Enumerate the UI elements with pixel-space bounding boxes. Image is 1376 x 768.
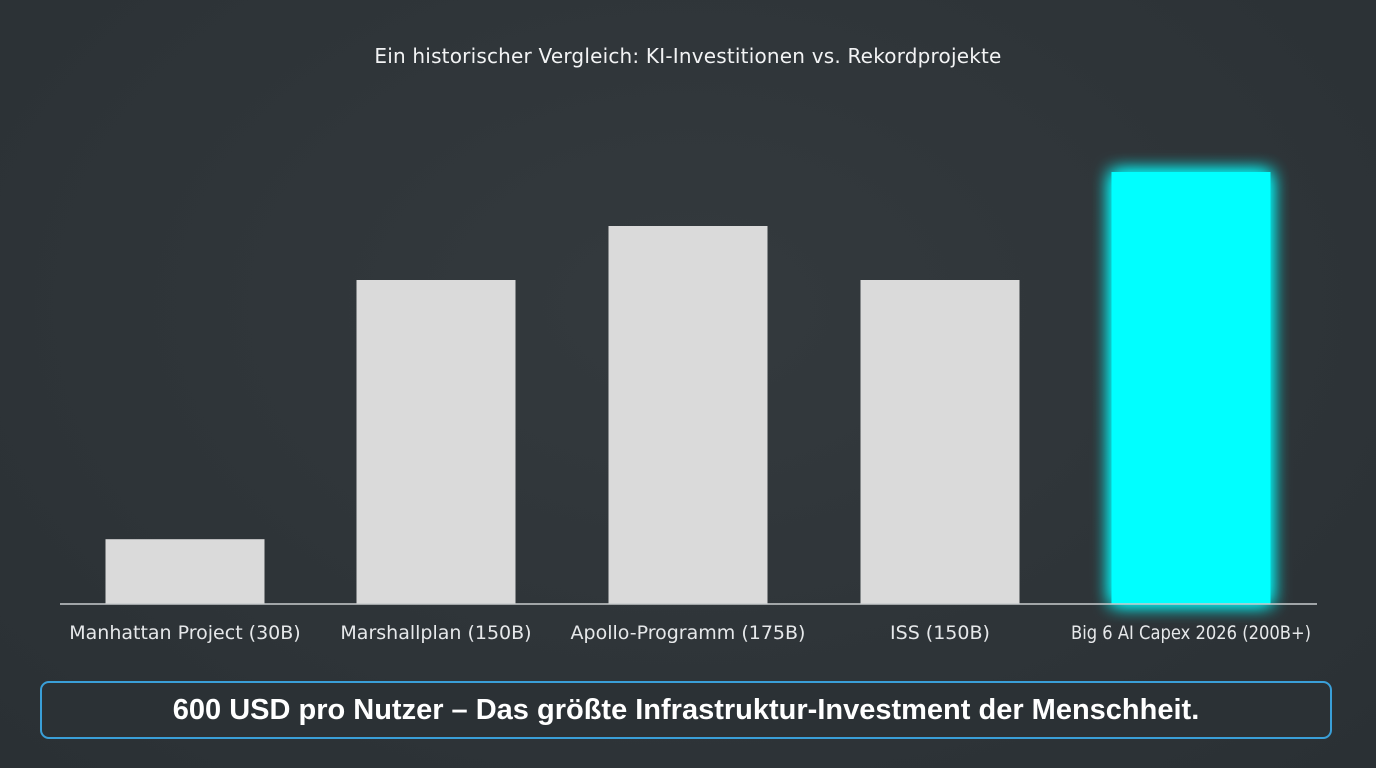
bar-1 [105, 539, 265, 604]
tick-label-2: Marshallplan (150B) [340, 622, 531, 644]
bar-3 [608, 226, 768, 604]
tick-labels-group: Manhattan Project (30B) Marshallplan (150… [69, 622, 1311, 644]
footer-callout: 600 USD pro Nutzer – Das größte Infrastr… [40, 681, 1332, 739]
tick-label-3: Apollo-Programm (175B) [571, 622, 806, 644]
bar-5 [1111, 172, 1271, 604]
tick-label-5: Big 6 AI Capex 2026 (200B+) [1071, 622, 1311, 644]
bars-group [105, 172, 1271, 604]
bar-2 [356, 280, 516, 604]
chart-title: Ein historischer Vergleich: KI-Investiti… [374, 44, 1002, 68]
footer-text: 600 USD pro Nutzer – Das größte Infrastr… [172, 693, 1200, 726]
bar-4 [860, 280, 1020, 604]
tick-label-4: ISS (150B) [890, 622, 990, 644]
tick-label-1: Manhattan Project (30B) [69, 622, 300, 644]
